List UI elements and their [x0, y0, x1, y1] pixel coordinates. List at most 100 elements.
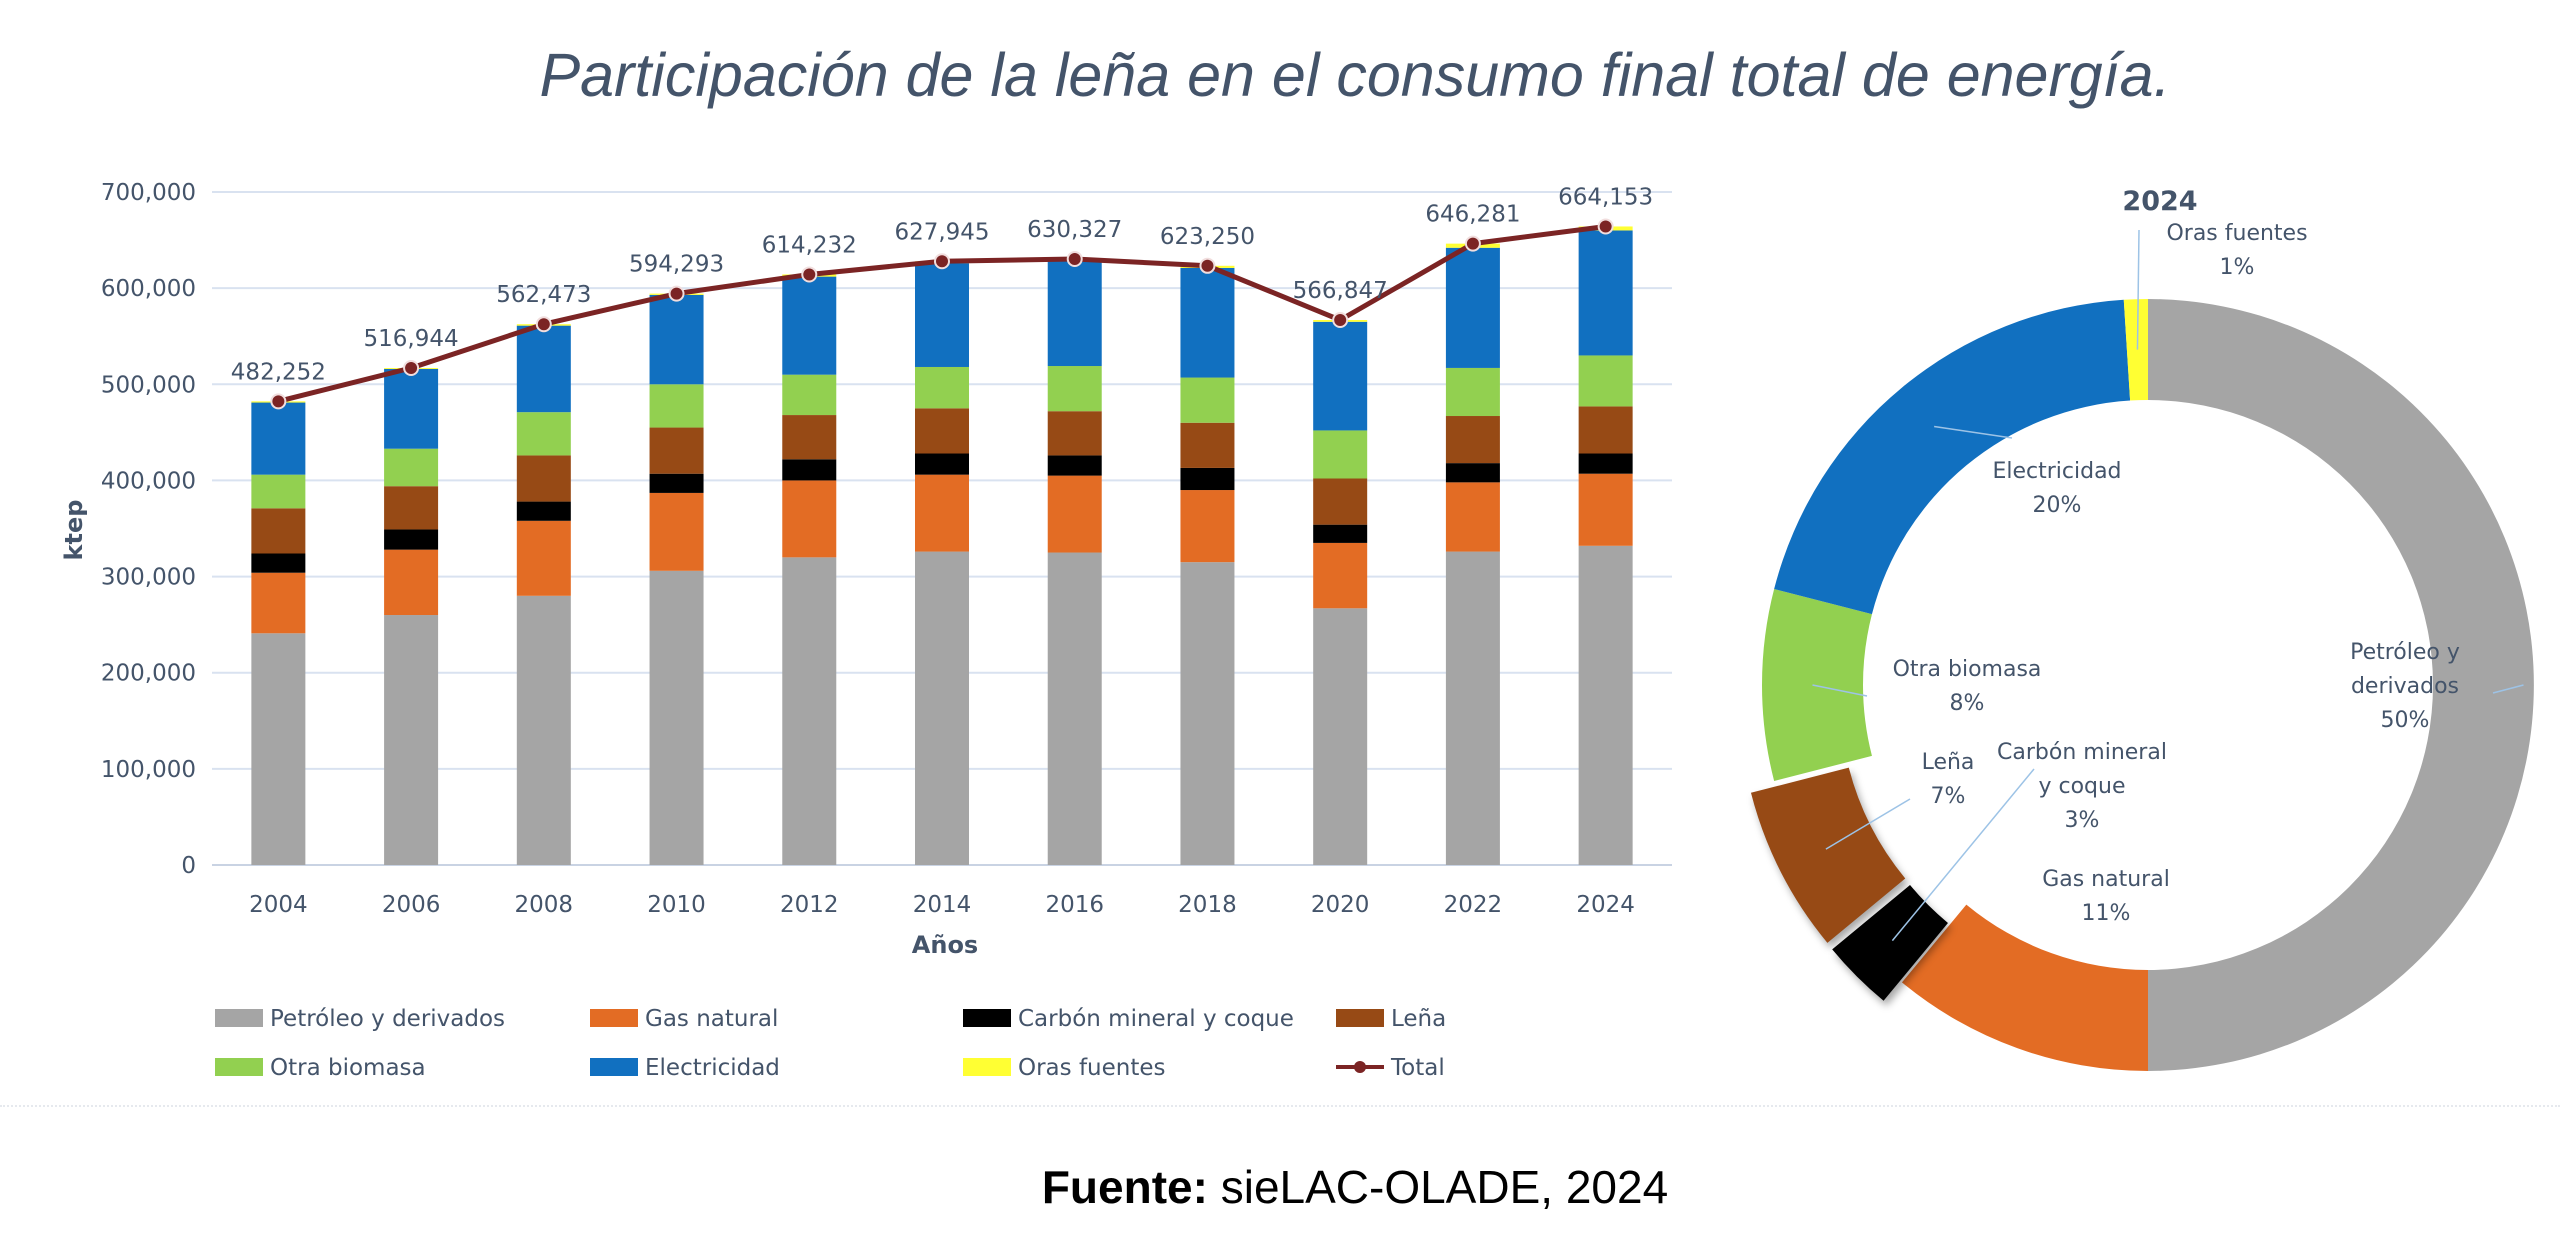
bar-segments: [251, 226, 1633, 865]
x-tick-label: 2010: [647, 892, 706, 918]
bar-otra-biomasa-2020: [1313, 430, 1368, 479]
x-tick-label: 2014: [913, 892, 972, 918]
bar-petroleo-y-derivados-2010: [649, 570, 704, 865]
bar-electricidad-2022: [1445, 247, 1500, 368]
bar-gas-natural-2014: [915, 474, 969, 552]
y-tick-label: 600,000: [101, 276, 196, 302]
y-tick-label: 500,000: [101, 372, 196, 398]
legend-swatch-carbon-mineral-y-coque: [963, 1009, 1011, 1027]
y-tick-label: 100,000: [101, 757, 196, 783]
bar-lena-2008: [516, 455, 571, 502]
bar-otra-biomasa-2008: [516, 412, 571, 456]
y-tick-label: 700,000: [101, 180, 196, 206]
total-point-2024: [1597, 218, 1614, 235]
total-data-label: 630,327: [1027, 217, 1122, 243]
bar-electricidad-2016: [1047, 260, 1102, 367]
donut-labels: Petróleo y derivados 50% Gas natural 11% Carb…: [1893, 221, 2460, 926]
bar-petroleo-y-derivados-2016: [1047, 552, 1102, 865]
legend-item-oras-fuentes: Oras fuentes: [1018, 1055, 1166, 1081]
legend-swatch-electricidad: [590, 1058, 638, 1076]
bar-carbon-mineral-y-coque-2006: [384, 529, 439, 550]
donut-label-oras-fuentes-line2: 1%: [2220, 255, 2255, 280]
bar-otra-biomasa-2024: [1578, 355, 1633, 407]
bar-lena-2022: [1445, 416, 1500, 464]
bar-electricidad-2014: [915, 263, 969, 367]
donut-label-petroleo-y-derivados-line2: derivados: [2351, 674, 2459, 699]
legend-marker-total: [1354, 1061, 1366, 1073]
total-point-2018: [1199, 257, 1216, 274]
total-point-2016: [1066, 250, 1083, 267]
bar-gas-natural-2004: [251, 572, 306, 634]
total-data-label: 623,250: [1160, 224, 1255, 250]
bar-petroleo-y-derivados-2022: [1445, 551, 1500, 865]
bar-gas-natural-2008: [516, 520, 571, 596]
donut-label-otra-biomasa-line2: 8%: [1950, 691, 1985, 716]
bar-electricidad-2024: [1578, 230, 1633, 356]
leader-line-otra-biomasa: [1812, 684, 1868, 697]
source-text: sieLAC-OLADE, 2024: [1207, 1161, 1669, 1213]
total-point-2012: [801, 266, 818, 283]
total-data-label: 627,945: [894, 219, 989, 245]
bar-carbon-mineral-y-coque-2024: [1578, 453, 1633, 474]
bar-otra-biomasa-2012: [782, 374, 837, 416]
bar-gas-natural-2010: [649, 492, 704, 571]
bar-gas-natural-2022: [1445, 482, 1500, 552]
x-tick-label: 2024: [1576, 892, 1635, 918]
donut-label-lena-line2: 7%: [1931, 784, 1966, 809]
donut-label-gas-natural-line2: 11%: [2082, 901, 2131, 926]
legend-swatch-otra-biomasa: [215, 1058, 263, 1076]
legend: Petróleo y derivados Gas natural Carbón mi…: [215, 1006, 1446, 1081]
bar-otra-biomasa-2016: [1047, 366, 1102, 412]
donut-slice-oras-fuentes: [2123, 299, 2148, 401]
bar-carbon-mineral-y-coque-2018: [1180, 467, 1235, 491]
legend-item-carbon-mineral-y-coque: Carbón mineral y coque: [1018, 1006, 1294, 1032]
total-point-2004: [270, 393, 287, 410]
bar-gas-natural-2012: [782, 480, 837, 558]
donut-label-petroleo-y-derivados-line3: 50%: [2381, 708, 2430, 733]
donut-slice-otra-biomasa: [1761, 589, 1872, 781]
donut-slice-carbon-mineral-y-coque: [1832, 885, 1948, 1001]
bar-otra-biomasa-2022: [1445, 367, 1500, 417]
bar-lena-2006: [384, 486, 439, 530]
bar-gas-natural-2006: [384, 549, 439, 616]
bar-electricidad-2010: [649, 294, 704, 385]
page-title: Participación de la leña en el consumo f…: [539, 41, 2171, 109]
total-point-2020: [1332, 312, 1349, 329]
bar-otra-biomasa-2018: [1180, 377, 1235, 423]
bar-gas-natural-2016: [1047, 475, 1102, 553]
bar-otra-biomasa-2004: [251, 474, 306, 509]
total-point-2010: [668, 285, 685, 302]
bar-carbon-mineral-y-coque-2020: [1313, 524, 1368, 543]
divider: [0, 1105, 2560, 1109]
bar-carbon-mineral-y-coque-2016: [1047, 455, 1102, 476]
x-axis: 2004 2006 2008 2010 2012 2014 2016 2018 2020 2022…: [249, 892, 1635, 918]
bar-lena-2014: [915, 408, 969, 454]
y-tick-label: 0: [181, 853, 196, 879]
bar-carbon-mineral-y-coque-2010: [649, 473, 704, 493]
legend-item-total: Total: [1390, 1055, 1445, 1081]
x-tick-label: 2008: [515, 892, 574, 918]
bar-otra-biomasa-2010: [649, 384, 704, 428]
bar-electricidad-2012: [782, 276, 837, 375]
donut-label-carbon-mineral-y-coque-line3: 3%: [2065, 808, 2100, 833]
bar-carbon-mineral-y-coque-2012: [782, 459, 837, 481]
x-tick-label: 2012: [780, 892, 839, 918]
bar-otra-biomasa-2006: [384, 448, 439, 487]
bar-lena-2020: [1313, 478, 1368, 525]
legend-item-gas-natural: Gas natural: [645, 1006, 778, 1032]
bar-lena-2012: [782, 415, 837, 460]
legend-swatch-petroleo-y-derivados: [215, 1009, 263, 1027]
donut-label-gas-natural-line1: Gas natural: [2042, 867, 2170, 892]
total-data-label: 482,252: [231, 359, 326, 385]
x-tick-label: 2022: [1444, 892, 1503, 918]
total-data-label: 562,473: [496, 282, 591, 308]
x-tick-label: 2016: [1045, 892, 1104, 918]
leader-line-carbon-mineral-y-coque: [1891, 768, 2035, 942]
legend-item-otra-biomasa: Otra biomasa: [270, 1055, 426, 1081]
total-data-label: 646,281: [1425, 202, 1520, 228]
total-data-label: 594,293: [629, 252, 724, 278]
donut-label-otra-biomasa-line1: Otra biomasa: [1893, 657, 2042, 682]
bar-lena-2018: [1180, 422, 1235, 468]
legend-swatch-gas-natural: [590, 1009, 638, 1027]
y-tick-label: 400,000: [101, 468, 196, 494]
